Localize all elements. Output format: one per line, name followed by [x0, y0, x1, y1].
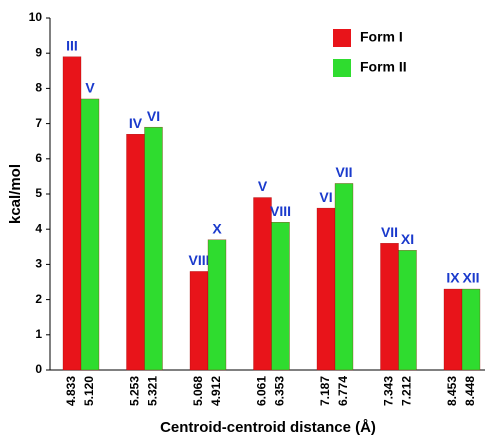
y-tick-label: 6	[35, 151, 42, 165]
bar-label: VIII	[188, 252, 209, 268]
bar	[461, 288, 481, 371]
x-tick-label: 6.774	[336, 376, 350, 406]
bar-label: XI	[401, 231, 414, 247]
bar	[334, 183, 354, 371]
y-tick-label: 3	[35, 257, 42, 271]
y-axis-title: kcal/mol	[7, 164, 24, 224]
bar-label: IV	[129, 115, 143, 131]
x-tick-label: 6.353	[273, 376, 287, 406]
y-tick-label: 9	[35, 45, 42, 59]
x-tick-label: 5.321	[146, 376, 160, 406]
x-axis-title: Centroid-centroid distance (Å)	[160, 419, 376, 436]
bar-label: VII	[381, 224, 398, 240]
bar-label: VII	[335, 164, 352, 180]
bar-label: VIII	[270, 203, 291, 219]
x-tick-label: 4.912	[209, 376, 223, 406]
bar	[316, 207, 336, 371]
x-tick-label: 7.212	[400, 376, 414, 406]
bar	[189, 271, 209, 371]
bar-label: III	[66, 37, 78, 53]
bar-label: VI	[147, 108, 160, 124]
legend-label: Form II	[360, 59, 407, 75]
x-tick-label: 5.253	[128, 376, 142, 406]
bar	[271, 222, 290, 371]
legend-label: Form I	[360, 29, 403, 45]
bar-label: V	[85, 80, 95, 96]
bar-label: VI	[319, 189, 332, 205]
bar	[207, 239, 227, 371]
y-tick-label: 0	[35, 362, 42, 376]
x-tick-label: 6.061	[255, 376, 269, 406]
bar	[80, 98, 100, 371]
bar-label: X	[212, 220, 222, 236]
bar	[62, 56, 82, 371]
x-tick-label: 5.120	[82, 376, 96, 406]
x-tick-label: 5.068	[191, 376, 205, 406]
x-tick-label: 8.448	[463, 376, 477, 406]
x-tick-label: 4.833	[64, 376, 78, 406]
y-tick-label: 4	[35, 221, 42, 235]
y-tick-label: 7	[35, 116, 42, 130]
y-tick-label: 8	[35, 81, 42, 95]
y-tick-label: 2	[35, 292, 42, 306]
bar-label: V	[258, 178, 268, 194]
x-tick-label: 7.343	[382, 376, 396, 406]
legend-swatch	[333, 29, 351, 47]
bar	[380, 243, 399, 371]
bar	[253, 197, 272, 371]
bar	[443, 288, 463, 371]
y-tick-label: 5	[35, 186, 42, 200]
legend-swatch	[333, 59, 351, 77]
y-tick-label: 10	[29, 10, 43, 24]
bar	[398, 250, 417, 371]
y-tick-label: 1	[35, 327, 42, 341]
x-tick-label: 7.187	[318, 376, 332, 406]
bar-label: XII	[462, 270, 479, 286]
bar	[144, 126, 163, 371]
x-tick-label: 8.453	[445, 376, 459, 406]
bar	[126, 134, 145, 371]
bar-label: IX	[446, 270, 460, 286]
